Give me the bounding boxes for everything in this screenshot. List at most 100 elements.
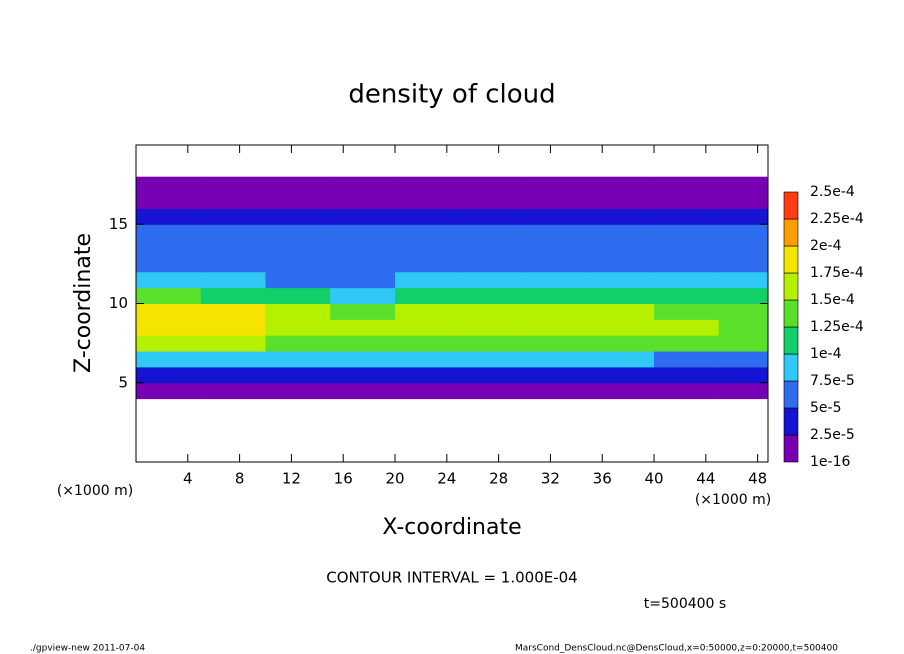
cell <box>524 240 590 257</box>
cell <box>589 303 655 320</box>
cell <box>589 271 655 289</box>
colorbar-label: 1.5e-4 <box>810 292 855 308</box>
cell <box>265 382 331 400</box>
colorbar-box <box>783 326 799 355</box>
cell <box>201 430 266 446</box>
cell <box>718 303 768 320</box>
cell <box>589 240 655 257</box>
colorbar-box <box>783 272 799 301</box>
cell <box>525 399 590 415</box>
cell <box>395 414 460 430</box>
cell <box>265 240 331 257</box>
cell <box>654 224 720 241</box>
cell <box>395 240 461 257</box>
cell <box>524 335 590 352</box>
cell <box>589 399 654 415</box>
cell <box>459 271 526 289</box>
colorbar-box <box>783 353 799 382</box>
cell <box>718 271 768 289</box>
colorbar-box <box>783 434 799 463</box>
cell <box>136 366 202 384</box>
cell <box>525 145 590 161</box>
cell <box>136 176 202 194</box>
chart-title: density of cloud <box>348 80 555 110</box>
cell <box>395 382 461 400</box>
cell <box>200 240 267 257</box>
colorbar-label: 1e-4 <box>810 346 842 362</box>
cell <box>136 414 201 430</box>
cell <box>654 145 719 161</box>
cell <box>589 335 655 352</box>
cell <box>719 446 784 462</box>
cell <box>265 208 331 225</box>
cell <box>460 446 525 462</box>
cell <box>395 161 460 177</box>
cell <box>524 351 590 368</box>
cell <box>330 382 396 400</box>
cell <box>395 335 461 352</box>
cell <box>136 192 202 209</box>
y-tick-label: 15 <box>109 215 128 233</box>
cell <box>330 351 396 368</box>
cell <box>524 176 590 194</box>
cell <box>589 366 655 384</box>
cell <box>654 366 720 384</box>
cell <box>654 192 720 209</box>
cell <box>589 176 655 194</box>
cell <box>395 208 461 225</box>
cell <box>395 366 461 384</box>
cell <box>266 430 331 446</box>
cell <box>654 255 720 273</box>
cell <box>589 446 654 462</box>
cell <box>395 303 461 320</box>
cell <box>718 366 768 384</box>
cell <box>395 430 460 446</box>
cell <box>136 430 201 446</box>
cell <box>524 366 590 384</box>
cell <box>330 240 396 257</box>
cell <box>719 430 784 446</box>
x-tick-label: 32 <box>541 470 560 488</box>
cell <box>589 145 654 161</box>
cell <box>654 287 720 304</box>
colorbar-label: 1.25e-4 <box>810 319 864 335</box>
cell <box>589 287 655 304</box>
cell <box>136 240 202 257</box>
cell <box>265 366 331 384</box>
cell <box>200 335 267 352</box>
cell <box>265 351 331 368</box>
colorbar-box <box>783 299 799 328</box>
cell <box>330 176 396 194</box>
cell <box>265 287 331 304</box>
cell <box>136 399 201 415</box>
cell <box>718 335 768 352</box>
cell <box>136 287 202 304</box>
contour-interval: CONTOUR INTERVAL = 1.000E-04 <box>326 569 577 587</box>
cell <box>330 399 395 415</box>
cell <box>200 303 267 320</box>
cell <box>330 208 396 225</box>
cell <box>200 366 267 384</box>
cell <box>654 303 720 320</box>
cell <box>459 303 526 320</box>
cell <box>395 176 461 194</box>
footer-left: ./gpview-new 2011-07-04 <box>30 644 145 654</box>
cell <box>330 335 396 352</box>
colorbar-box <box>783 191 799 220</box>
cell <box>459 287 526 304</box>
x-tick-label: 24 <box>437 470 456 488</box>
cell <box>459 208 526 225</box>
cell <box>136 351 202 368</box>
cell <box>200 382 267 400</box>
x-tick-label: 20 <box>385 470 404 488</box>
colorbar-label: 5e-5 <box>810 400 841 416</box>
x-tick-label: 40 <box>644 470 663 488</box>
cell <box>460 399 525 415</box>
cell <box>200 351 267 368</box>
cell <box>330 414 395 430</box>
cell <box>201 145 266 161</box>
time-label: t=500400 s <box>644 596 726 612</box>
x-axis-label: X-coordinate <box>382 515 521 540</box>
cell <box>459 382 526 400</box>
cell <box>330 145 395 161</box>
